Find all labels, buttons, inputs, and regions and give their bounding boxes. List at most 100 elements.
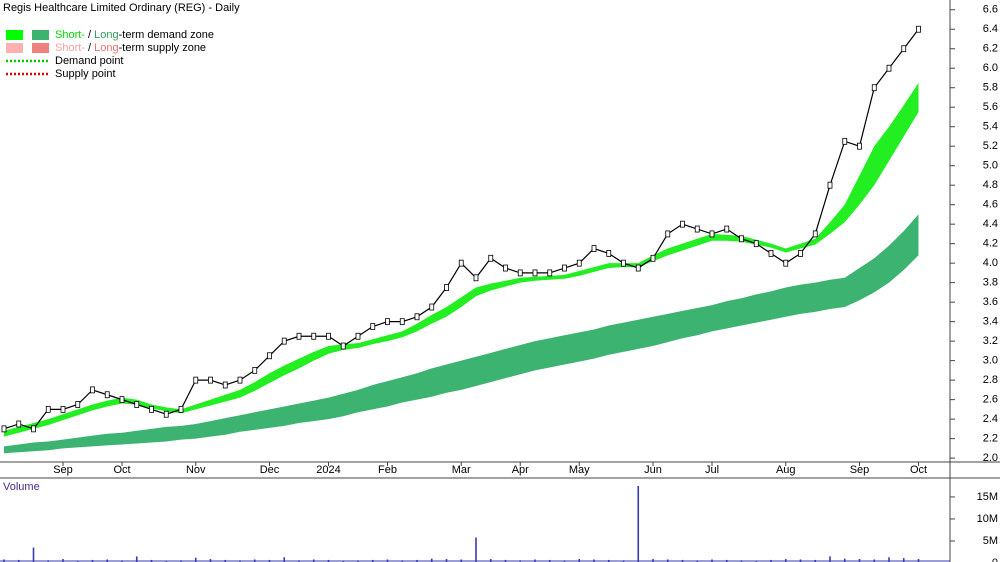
volume-bar — [740, 560, 743, 562]
volume-bar — [268, 559, 271, 562]
volume-bar — [607, 559, 610, 562]
y-tick-label: 6.2 — [983, 43, 998, 55]
volume-bar — [770, 559, 772, 562]
price-candle — [149, 405, 154, 413]
price-candle — [768, 250, 774, 257]
price-candle — [429, 303, 435, 311]
price-candle — [665, 230, 671, 238]
volume-bar — [32, 547, 35, 562]
volume-title: Volume — [3, 481, 40, 493]
volume-bar — [902, 558, 905, 562]
volume-bar — [150, 559, 153, 562]
y-tick-label: 15M — [977, 491, 998, 503]
volume-bar — [489, 559, 492, 562]
price-candle — [783, 259, 789, 267]
legend-text: Supply point — [55, 68, 116, 80]
price-candle — [370, 323, 376, 330]
price-candle — [886, 64, 892, 72]
x-tick-label: Jun — [644, 464, 662, 476]
y-tick-label: 2.6 — [983, 394, 998, 406]
volume-bar — [652, 559, 654, 562]
price-candle — [517, 269, 523, 277]
volume-bar — [135, 556, 138, 562]
volume-bar — [298, 560, 300, 562]
volume-bar — [17, 559, 20, 562]
legend-text: Demand point — [55, 55, 124, 67]
volume-bar — [224, 559, 227, 562]
volume-bar — [62, 559, 64, 562]
volume-bar — [194, 557, 197, 562]
price-candle — [916, 25, 921, 33]
price-candle — [576, 259, 582, 267]
price-candle — [812, 230, 818, 238]
volume-bar — [873, 559, 876, 562]
legend-swatch — [32, 30, 49, 40]
price-candle — [222, 381, 228, 389]
x-tick-label: May — [569, 464, 590, 476]
price-candle — [90, 386, 95, 394]
price-candle — [1, 425, 7, 433]
x-tick-label: Mar — [452, 464, 471, 476]
y-tick-label: 3.0 — [983, 355, 998, 367]
y-tick-label: 4.8 — [983, 179, 998, 191]
legend-text: Long — [94, 42, 118, 54]
x-tick-label: Sep — [850, 464, 870, 476]
price-candle — [178, 405, 184, 413]
x-tick-label: 2024 — [316, 464, 340, 476]
volume-bar — [386, 559, 389, 562]
volume-bar — [3, 559, 5, 562]
x-tick-label: Oct — [113, 464, 130, 476]
price-candle — [119, 396, 125, 404]
x-tick-label: Nov — [186, 464, 206, 476]
y-tick-label: 3.2 — [983, 335, 998, 347]
volume-bar — [637, 485, 640, 562]
volume-bar — [371, 559, 374, 562]
legend-text: -term demand zone — [119, 29, 214, 41]
y-tick-label: 5.8 — [983, 82, 998, 94]
x-tick-label: Aug — [776, 464, 796, 476]
volume-bar — [445, 559, 448, 562]
y-tick-label: 4.0 — [983, 257, 998, 269]
legend-text: -term supply zone — [119, 42, 206, 54]
volume-bar — [416, 559, 418, 562]
volume-bar — [121, 560, 123, 562]
y-tick-label: 10M — [977, 513, 998, 525]
price-candle — [798, 250, 803, 257]
volume-bar — [475, 537, 477, 562]
price-candle — [340, 342, 346, 350]
price-candle — [694, 225, 700, 233]
y-tick-label: 5.2 — [983, 140, 998, 152]
volume-bar — [47, 560, 50, 562]
volume-bar — [327, 559, 330, 562]
price-candle — [163, 410, 169, 418]
price-candle — [45, 405, 51, 413]
volume-bar — [548, 559, 551, 562]
price-candle — [901, 45, 907, 53]
price-candle — [31, 425, 36, 433]
price-candle — [458, 259, 464, 267]
volume-bar — [593, 559, 595, 562]
legend-swatch — [6, 43, 23, 53]
price-candle — [547, 269, 553, 277]
legend-entry: Demand point — [55, 55, 124, 67]
price-candle — [503, 264, 508, 272]
price-candle — [532, 269, 538, 277]
price-candle — [296, 332, 302, 340]
price-candle — [562, 264, 567, 272]
price-candle — [680, 220, 685, 228]
volume-bar — [357, 560, 359, 562]
volume-bar — [253, 559, 256, 562]
price-candle — [16, 420, 22, 428]
legend-entry: Short- / Long-term supply zone — [55, 42, 206, 54]
price-candle — [267, 352, 272, 360]
volume-bar — [725, 559, 728, 562]
volume-bar — [460, 559, 463, 562]
price-candle — [621, 259, 626, 267]
x-tick-label: Feb — [378, 464, 397, 476]
volume-bar — [209, 559, 212, 562]
price-candle — [591, 245, 597, 252]
price-candle — [753, 240, 759, 248]
volume-bar — [666, 559, 669, 562]
volume-bar — [239, 560, 241, 562]
